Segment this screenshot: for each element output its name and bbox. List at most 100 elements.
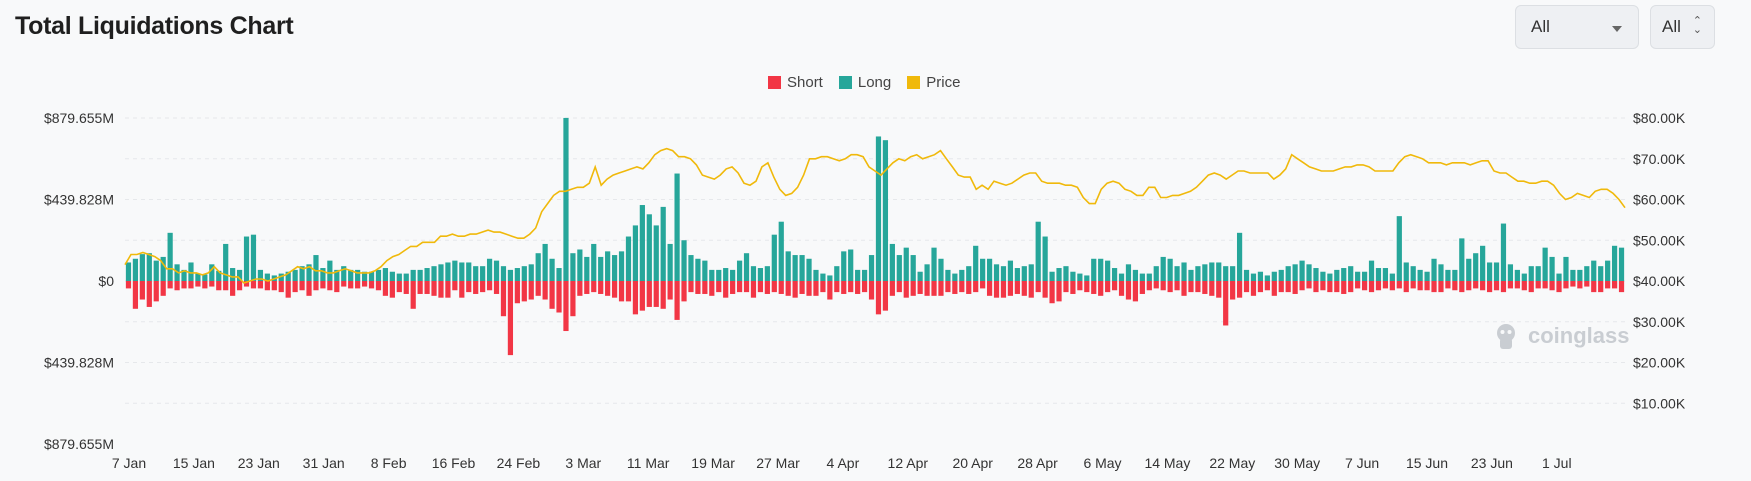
long-bar bbox=[848, 249, 854, 281]
x-tick-label: 16 Feb bbox=[432, 455, 476, 471]
legend-swatch-price bbox=[907, 76, 921, 89]
long-bar bbox=[334, 269, 340, 281]
short-bar bbox=[639, 281, 645, 311]
long-bar bbox=[181, 269, 187, 281]
coin-select[interactable]: All bbox=[1515, 5, 1639, 49]
legend-item-long[interactable]: Long bbox=[838, 74, 892, 91]
long-bar bbox=[1160, 256, 1166, 281]
long-bar bbox=[993, 264, 1000, 281]
short-bar bbox=[1195, 281, 1201, 293]
short-bar bbox=[1153, 281, 1159, 289]
range-select[interactable]: All ⌃ ⌄ bbox=[1650, 5, 1715, 49]
short-bar bbox=[299, 281, 305, 291]
long-bar bbox=[1209, 262, 1215, 281]
short-bar bbox=[320, 281, 326, 289]
short-bar bbox=[1098, 281, 1104, 296]
short-bar bbox=[1375, 281, 1382, 291]
short-bar bbox=[910, 281, 916, 296]
short-bar bbox=[1236, 281, 1243, 298]
long-bar bbox=[1000, 266, 1007, 281]
long-bar bbox=[1125, 264, 1132, 281]
short-bar bbox=[1243, 281, 1250, 293]
x-tick-label: 15 Jan bbox=[173, 455, 215, 471]
long-bar bbox=[368, 271, 375, 281]
short-bar bbox=[591, 281, 597, 293]
short-bar bbox=[924, 281, 930, 296]
long-bar bbox=[625, 236, 632, 281]
y-right-tick-label: $70.00K bbox=[1633, 151, 1686, 167]
short-bar bbox=[716, 281, 722, 293]
long-bar bbox=[875, 136, 882, 281]
short-bar bbox=[1292, 281, 1298, 294]
long-bar bbox=[125, 262, 132, 281]
y-left-tick-label: $879.655M bbox=[44, 110, 114, 126]
long-bar bbox=[1216, 262, 1222, 281]
long-bar bbox=[1396, 216, 1402, 281]
short-bar bbox=[243, 281, 250, 287]
long-bar bbox=[348, 269, 354, 281]
short-bar bbox=[945, 281, 951, 293]
legend-label-long: Long bbox=[857, 74, 892, 91]
x-tick-label: 4 Apr bbox=[827, 455, 860, 471]
chart-legend: Short Long Price bbox=[768, 74, 976, 91]
long-bar bbox=[313, 255, 319, 281]
short-bar bbox=[966, 281, 972, 294]
long-bar bbox=[986, 258, 993, 281]
range-select-value: All bbox=[1662, 17, 1681, 36]
short-bar bbox=[841, 281, 847, 294]
long-bar bbox=[1424, 271, 1430, 281]
long-bar bbox=[1375, 268, 1382, 281]
long-bar bbox=[1299, 260, 1305, 281]
short-bar bbox=[1452, 281, 1458, 291]
long-bar bbox=[396, 273, 402, 281]
short-bar bbox=[452, 281, 458, 291]
short-bar bbox=[618, 281, 625, 302]
long-bar bbox=[931, 247, 937, 281]
short-bar bbox=[1118, 281, 1125, 296]
legend-item-price[interactable]: Price bbox=[907, 74, 960, 91]
short-bar bbox=[986, 281, 993, 296]
y-left-tick-label: $0 bbox=[98, 273, 114, 289]
short-bar bbox=[1250, 281, 1257, 296]
short-bar bbox=[1285, 281, 1291, 293]
short-bar bbox=[827, 281, 833, 300]
short-bar bbox=[973, 281, 979, 293]
short-bar bbox=[1521, 281, 1527, 291]
long-bar bbox=[1361, 271, 1368, 281]
long-bar bbox=[417, 269, 423, 281]
long-bar bbox=[1313, 268, 1319, 281]
long-bar bbox=[195, 273, 201, 281]
short-bar bbox=[139, 281, 145, 300]
long-bar bbox=[132, 258, 139, 281]
long-bar bbox=[1292, 264, 1298, 281]
long-bar bbox=[1327, 273, 1333, 281]
short-bar bbox=[1111, 281, 1118, 291]
coin-select-value: All bbox=[1531, 17, 1550, 36]
long-bar bbox=[584, 256, 590, 281]
long-bar bbox=[1598, 266, 1604, 281]
x-tick-label: 19 Mar bbox=[691, 455, 735, 471]
short-bar bbox=[771, 281, 777, 293]
long-bar bbox=[1271, 271, 1277, 281]
short-bar bbox=[1327, 281, 1333, 293]
long-bar bbox=[632, 225, 639, 281]
long-bar bbox=[716, 269, 722, 281]
long-bar bbox=[1341, 268, 1347, 281]
long-bar bbox=[146, 253, 152, 281]
short-bar bbox=[1028, 281, 1034, 298]
long-bar bbox=[466, 262, 472, 281]
long-bar bbox=[1230, 266, 1236, 281]
long-bar bbox=[889, 243, 895, 281]
short-bar bbox=[1007, 281, 1014, 296]
legend-item-short[interactable]: Short bbox=[768, 74, 823, 91]
x-tick-label: 8 Feb bbox=[371, 455, 407, 471]
long-bar bbox=[223, 243, 229, 281]
long-bar bbox=[216, 270, 222, 281]
short-bar bbox=[181, 281, 187, 289]
long-bar bbox=[702, 260, 708, 281]
long-bar bbox=[1007, 260, 1014, 281]
x-tick-label: 24 Feb bbox=[497, 455, 541, 471]
short-bar bbox=[1230, 281, 1236, 300]
short-bar bbox=[674, 281, 680, 320]
